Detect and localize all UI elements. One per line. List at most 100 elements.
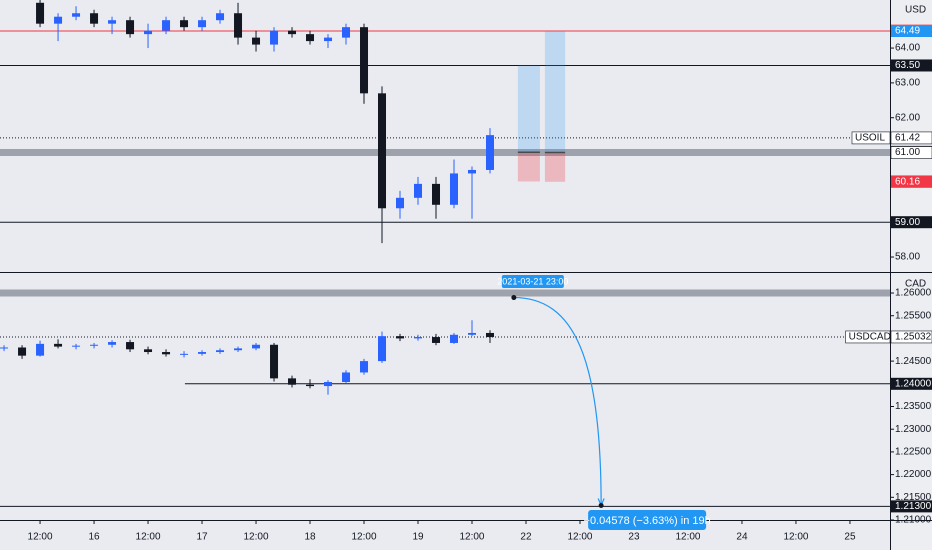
candle-body [360, 27, 369, 94]
candle-body [432, 183, 441, 205]
candle-body [378, 336, 387, 362]
candle-body [467, 169, 476, 174]
candle-body [306, 34, 315, 42]
price-label-box [891, 59, 932, 72]
candle-body [198, 20, 207, 28]
candle-body [72, 13, 81, 17]
y-tick-label: 1.24500 [895, 356, 932, 367]
y-tick-label: 1.25500 [895, 310, 932, 321]
candle-body [162, 352, 171, 355]
candle-body [0, 347, 9, 349]
symbol-label: USOIL [855, 133, 885, 144]
x-tick-label: 12:00 [351, 532, 376, 543]
profit-zone [544, 30, 566, 153]
price-label: 61.00 [895, 147, 920, 158]
unit-label: USD [905, 5, 926, 16]
profit-zone [517, 65, 540, 153]
y-tick-label: 63.00 [895, 78, 920, 89]
measure-end [598, 502, 604, 508]
candle-body [180, 20, 189, 28]
y-tick-label: 1.23500 [895, 401, 932, 412]
candle-body [54, 343, 63, 347]
candle-body [216, 13, 225, 21]
x-tick-label: 25 [844, 532, 856, 543]
price-label: 61.42 [895, 133, 920, 144]
y-tick-label: 64.00 [895, 43, 920, 54]
price-label: 63.50 [895, 60, 920, 71]
candle-body [396, 197, 405, 209]
candle-body [72, 345, 81, 347]
price-label-box [890, 131, 932, 145]
candle-body [324, 37, 333, 42]
x-tick-label: 23 [628, 532, 640, 543]
loss-zone [517, 152, 540, 182]
symbol-label: USDCAD [849, 332, 891, 343]
candle-body [144, 349, 153, 353]
price-label: 1.21300 [895, 501, 932, 512]
candle-body [324, 381, 333, 387]
x-tick-label: 16 [88, 532, 100, 543]
loss-zone [544, 152, 566, 182]
candle-body [270, 344, 279, 379]
price-label-box [891, 24, 932, 37]
symbol-label-box [851, 131, 891, 145]
candle-body [342, 27, 351, 38]
candle-body [288, 30, 297, 35]
x-tick-label: 12:00 [459, 532, 484, 543]
x-tick-label: 12:00 [675, 532, 700, 543]
candle-body [467, 332, 476, 335]
candle-body [252, 344, 261, 349]
result-label-box [588, 510, 707, 530]
price-label-box [891, 500, 932, 513]
candle-body [108, 342, 117, 345]
x-tick-label: 12:00 [567, 532, 592, 543]
x-tick-label: 12:00 [244, 532, 269, 543]
y-tick-label: 1.22000 [895, 469, 932, 480]
price-label: 64.49 [895, 26, 920, 37]
candle-body [126, 20, 135, 35]
price-label-box [890, 146, 932, 159]
candle-body [36, 343, 45, 356]
candle-body [306, 384, 315, 387]
price-label: 60.16 [895, 176, 920, 187]
candle-body [432, 337, 441, 343]
candle-body [234, 13, 243, 38]
x-tick-label: 12:00 [783, 532, 808, 543]
x-tick-label: 22 [520, 532, 532, 543]
date-label-box [501, 275, 564, 288]
candle-body [449, 173, 458, 205]
price-axis-bg [890, 0, 932, 550]
price-label-box [891, 216, 932, 229]
candle-body [126, 342, 135, 350]
price-label-box [891, 175, 932, 188]
candle-body [378, 93, 387, 209]
unit-label: CAD [905, 279, 926, 290]
candle-body [144, 30, 153, 35]
y-tick-label: 1.21500 [895, 492, 932, 503]
candle-body [288, 378, 297, 385]
x-tick-label: 12:00 [136, 532, 161, 543]
price-label: 1.24000 [895, 378, 932, 389]
candle-body [216, 350, 225, 353]
candle-body [485, 135, 494, 170]
candle-body [108, 20, 117, 24]
price-label-box [890, 330, 932, 344]
price-label: 1.25032 [895, 332, 932, 343]
candle-body [234, 348, 243, 351]
candle-body [18, 347, 27, 356]
y-tick-label: 62.00 [895, 112, 920, 123]
x-tick-label: 24 [736, 532, 748, 543]
x-tick-label: 17 [196, 532, 208, 543]
candle-body [252, 37, 261, 45]
date-label: 2021-03-21 23:00 [497, 276, 568, 286]
candle-body [414, 337, 423, 339]
x-tick-label: 18 [304, 532, 316, 543]
y-tick-label: 1.22500 [895, 447, 932, 458]
candle-body [396, 336, 405, 339]
candle-body [90, 344, 99, 346]
price-label: 59.00 [895, 217, 920, 228]
candle-body [485, 332, 494, 338]
x-tick-label: 19 [412, 532, 424, 543]
y-tick-label: 1.23000 [895, 424, 932, 435]
